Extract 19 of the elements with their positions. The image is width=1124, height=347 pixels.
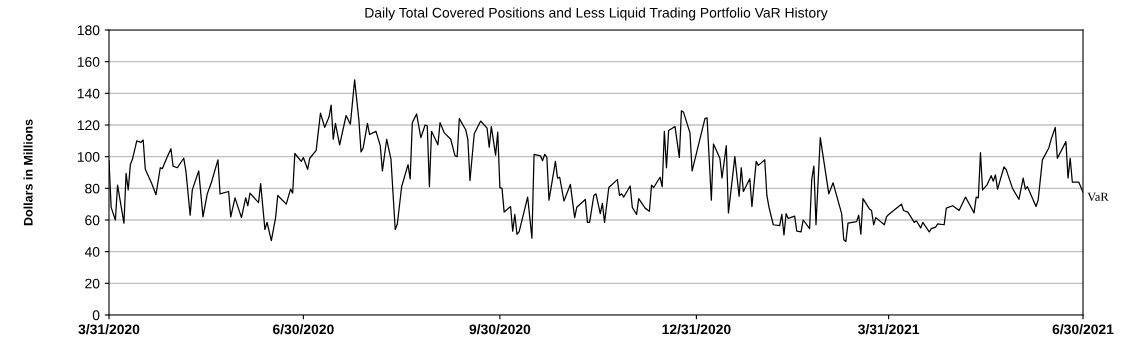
x-tick-label: 6/30/2020 xyxy=(272,324,334,335)
series-label: VaR xyxy=(1087,192,1109,202)
chart-title: Daily Total Covered Positions and Less Liquid Trading Portfolio VaR History xyxy=(365,7,828,21)
x-tick-label: 6/30/2021 xyxy=(1052,324,1114,335)
y-tick-label: 60 xyxy=(85,215,100,226)
y-tick-label: 100 xyxy=(77,152,100,162)
x-tick-label: 9/30/2020 xyxy=(469,324,531,335)
x-tick-label: 3/31/2021 xyxy=(858,324,920,335)
x-tick-label: 12/31/2020 xyxy=(662,324,731,335)
y-axis-title: Dollars in Millions xyxy=(23,119,33,226)
y-tick-label: 80 xyxy=(85,183,100,194)
y-tick-label: 0 xyxy=(92,310,100,321)
y-tick-label: 180 xyxy=(77,25,100,36)
y-tick-label: 140 xyxy=(77,88,100,99)
x-tick-label: 3/31/2020 xyxy=(78,324,140,335)
y-tick-label: 160 xyxy=(77,57,100,67)
y-tick-label: 120 xyxy=(77,120,100,131)
y-tick-label: 20 xyxy=(85,278,100,289)
y-tick-label: 40 xyxy=(84,247,100,257)
